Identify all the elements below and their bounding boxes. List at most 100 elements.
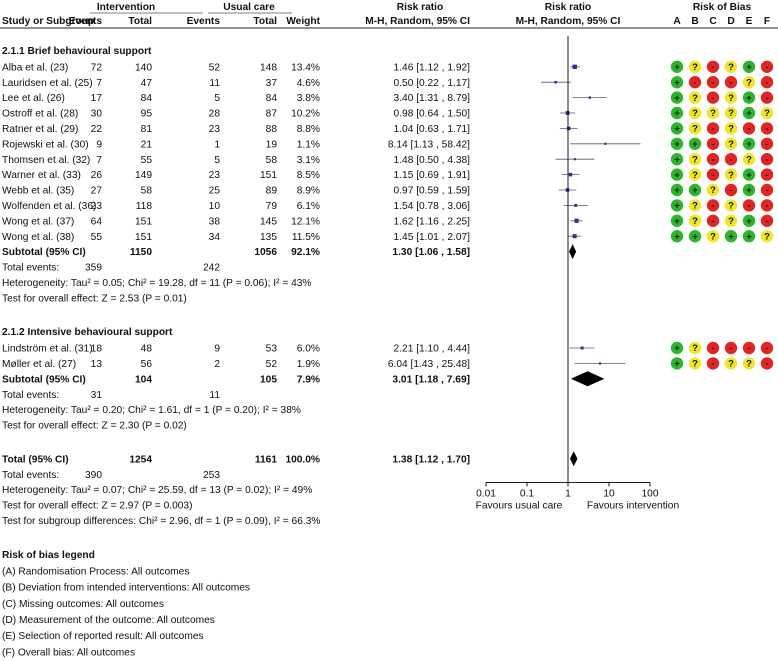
group-1-study-2-total-usual-care: 37 [266,78,278,89]
bias-dot [706,153,720,166]
bias-symbol: + [674,124,680,135]
group-1-study-6-name: Rojewski et al. (30) [2,139,89,150]
group-1-study-2-bias-f: - [760,76,774,89]
group-1-study-2-total-intervention: 47 [141,78,153,89]
bias-column-letter-b: B [691,16,698,27]
group-2-study-1-bias-b: ? [688,341,702,355]
group-2-study-1-bias-f: - [760,341,774,354]
bias-dot [688,60,702,73]
bias-symbol: - [765,93,768,104]
group-1-study-1-bias-c: - [706,60,720,73]
group-1-study-1-bias-d: ? [724,60,738,73]
bias-symbol: ? [728,93,734,104]
group-1-study-8-point [568,172,573,177]
group-1-study-11-total-usual-care: 145 [260,216,277,227]
group-1-study-11-ci: 1.62 [1.16 , 2.25] [394,216,471,227]
bias-legend-title: Risk of bias legend [2,550,95,561]
group-2-subtotal-label: Subtotal (95% CI) [2,374,86,385]
bias-symbol: + [674,62,680,73]
bias-dot [724,199,738,212]
bias-dot [670,153,684,166]
group-1-study-1-bias-b: ? [688,60,702,73]
group-1-subtotal-weight: 92.1% [291,247,320,258]
group-1-study-5-bias-c: - [706,122,720,135]
bias-dot [688,106,702,120]
group-1-study-8-bias-d: ? [724,168,738,181]
group-1-total-events-usual-care: 242 [203,263,220,274]
group-1-study-5-bias-f: - [760,122,774,135]
study-column-header: Study or Subgroup [2,16,94,27]
bias-legend-item-b: (B) Deviation from intended intervention… [2,583,250,594]
bias-symbol: ? [692,124,698,135]
bias-symbol: ? [728,124,734,135]
group-1-study-1-bias-f: - [760,60,774,73]
group-1-study-7-weight: 3.1% [297,155,320,166]
group-2-study-1-events-intervention: 18 [91,344,103,355]
group-1-study-3-bias-b: ? [688,91,702,104]
group-1-overall-effect: Test for overall effect: Z = 2.53 (P = 0… [2,293,187,304]
bias-dot [688,357,702,370]
group-1-study-10-events-intervention: 23 [91,201,103,212]
group-1-study-12-bias-e: + [742,230,756,243]
bias-dot [688,341,702,355]
group-1-study-3-weight: 3.8% [297,93,320,104]
bias-symbol: + [746,108,752,119]
group-1-subtotal-label: Subtotal (95% CI) [2,247,86,258]
bias-symbol: + [746,93,752,104]
group-1-study-4-bias-b: ? [688,106,702,120]
group-1-study-11-bias-e: + [742,214,756,227]
group-1-study-10-bias-d: ? [724,199,738,212]
group-1-study-12-point [572,234,577,239]
group-1-study-11-bias-b: ? [688,214,702,227]
bias-dot [706,230,720,243]
bias-symbol: + [746,139,752,150]
bias-symbol: ? [728,108,734,119]
bias-symbol: ? [746,154,752,165]
bias-symbol: - [711,124,714,135]
group-2-study-1-ci: 2.21 [1.10 , 4.44] [394,344,471,355]
bias-symbol: - [711,170,714,181]
bias-dot [706,91,720,104]
overall-total-events-intervention: 390 [85,470,102,481]
group-1-study-5-weight: 8.8% [297,124,320,135]
bias-symbol: - [765,359,768,370]
group-1-study-6-bias-e: + [742,137,756,150]
group-1-study-10-ci: 1.54 [0.78 , 3.06] [394,201,471,212]
events-intervention-header: Events [69,16,103,27]
bias-legend-item-a: (A) Randomisation Process: All outcomes [2,566,189,577]
bias-symbol: ? [728,62,734,73]
group-2-study-2-bias-e: ? [742,357,756,370]
group-2-subtotal-weight: 7.9% [297,374,320,385]
group-1-study-10-point [574,203,578,207]
group-2-study-2-point [598,362,602,365]
bias-dot [742,76,756,89]
group-1-study-9-bias-d: - [724,183,738,197]
group-1-study-2-bias-c: - [706,76,720,89]
group-1-heterogeneity: Heterogeneity: Tau² = 0.05; Chi² = 19.28… [2,278,312,289]
bias-dot [706,357,720,370]
bias-dot [760,137,774,150]
bias-dot [706,106,720,120]
group-1-study-12-ci: 1.45 [1.01 , 2.07] [394,232,471,243]
bias-dot [670,137,684,150]
group-1-study-5-bias-b: ? [688,122,702,135]
group-1-study-1-ci: 1.46 [1.12 , 1.92] [394,62,471,73]
group-1-study-6-total-usual-care: 19 [266,139,278,150]
bias-dot [742,341,756,355]
bias-symbol: - [711,77,714,88]
bias-symbol: - [747,124,750,135]
group-1-study-2-name: Lauridsen et al. (25) [2,78,93,89]
bias-dot [760,199,774,212]
bias-dot [670,357,684,370]
group-1-study-2-events-intervention: 7 [96,78,102,89]
overall-total-events-usual-care: 253 [203,470,220,481]
bias-symbol: - [765,77,768,88]
group-1-study-7-bias-f: - [760,153,774,166]
group-1-subtotal-diamond [569,244,577,260]
bias-dot [670,168,684,181]
bias-symbol: ? [692,93,698,104]
group-1-study-4-bias-a: + [670,106,684,120]
bias-symbol: + [674,343,680,354]
bias-dot [724,91,738,104]
bias-dot [688,230,702,243]
